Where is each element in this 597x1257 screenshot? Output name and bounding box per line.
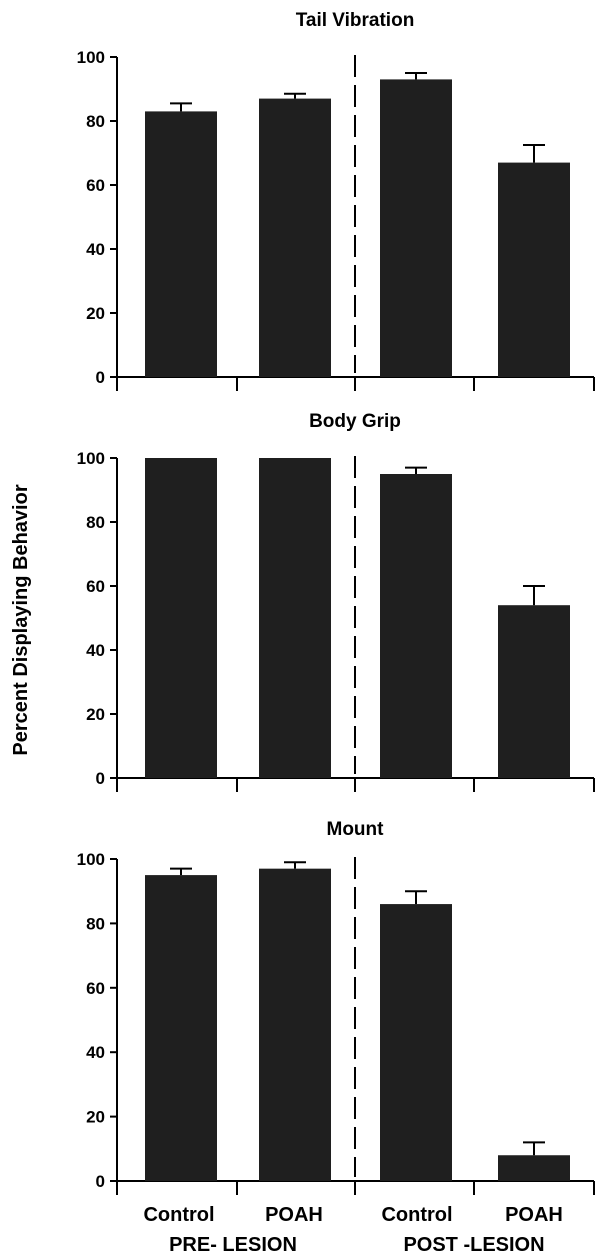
y-tick-label: 40 <box>86 240 105 259</box>
bar-pre-control <box>145 111 217 378</box>
y-tick-label: 60 <box>86 176 105 195</box>
y-tick-label: 20 <box>86 705 105 724</box>
group-label-post-lesion: POST -LESION <box>403 1234 544 1256</box>
bar-post-poah <box>498 605 570 778</box>
y-tick-label: 80 <box>86 513 105 532</box>
bar-post-control <box>380 474 452 778</box>
y-tick-label: 0 <box>96 1172 105 1191</box>
bar-pre-poah <box>259 868 331 1181</box>
category-label-post-control: Control <box>381 1204 452 1226</box>
y-tick-label: 100 <box>77 850 105 869</box>
bar-post-poah <box>498 1155 570 1181</box>
bar-pre-poah <box>259 98 331 377</box>
bar-pre-control <box>145 458 217 778</box>
chart-panels: Tail Vibration 0 20 40 60 80 100 Body Grip 0 20 40… <box>77 10 595 1195</box>
y-tick-label: 40 <box>86 1043 105 1062</box>
category-label-post-poah: POAH <box>505 1204 563 1226</box>
y-tick-label: 20 <box>86 1108 105 1127</box>
y-tick-label: 100 <box>77 449 105 468</box>
bar-pre-poah <box>259 458 331 778</box>
chart-panel-tail-vibration: Tail Vibration 0 20 40 60 80 100 <box>77 10 595 391</box>
chart-panel-mount: Mount 0 20 40 60 80 100 <box>77 819 595 1195</box>
bar-post-poah <box>498 162 570 377</box>
y-tick-label: 100 <box>77 48 105 67</box>
y-tick-label: 80 <box>86 914 105 933</box>
y-tick-label: 80 <box>86 112 105 131</box>
y-tick-label: 60 <box>86 577 105 596</box>
bar-post-control <box>380 79 452 378</box>
y-axis-label: Percent Displaying Behavior <box>10 484 32 755</box>
chart-title: Mount <box>327 819 385 840</box>
bar-post-control <box>380 904 452 1181</box>
bar-pre-control <box>145 875 217 1181</box>
y-tick-label: 20 <box>86 304 105 323</box>
y-tick-label: 60 <box>86 979 105 998</box>
chart-title: Body Grip <box>309 411 401 432</box>
chart-panel-body-grip: Body Grip 0 20 40 60 80 100 <box>77 411 595 792</box>
category-label-pre-control: Control <box>143 1204 214 1226</box>
y-tick-label: 40 <box>86 641 105 660</box>
y-tick-label: 0 <box>96 368 105 387</box>
category-label-pre-poah: POAH <box>265 1204 323 1226</box>
chart-title: Tail Vibration <box>296 10 415 31</box>
group-label-pre-lesion: PRE- LESION <box>169 1234 297 1256</box>
y-tick-label: 0 <box>96 769 105 788</box>
